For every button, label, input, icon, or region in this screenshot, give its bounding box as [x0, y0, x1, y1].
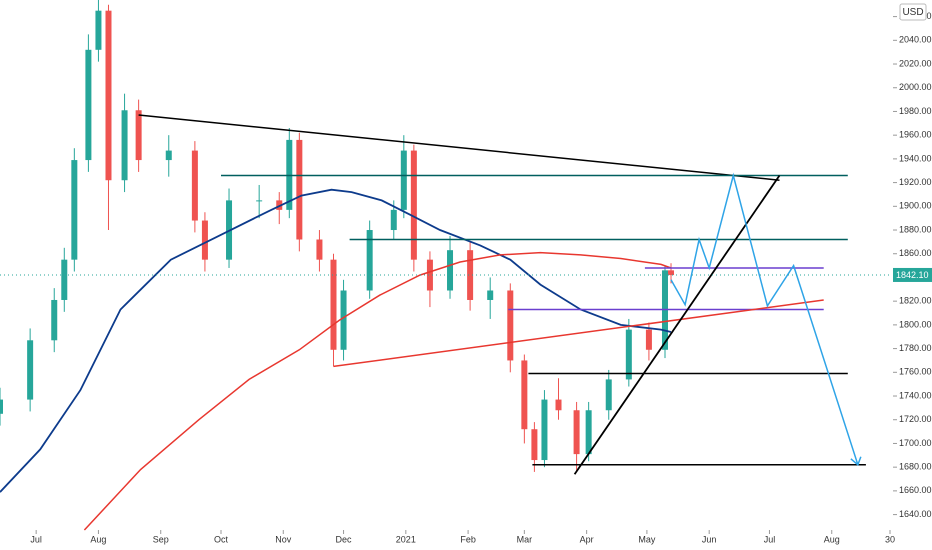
candle-body	[105, 10, 112, 181]
x-tick-label: Aug	[90, 534, 106, 544]
x-tick-label: Feb	[460, 534, 476, 544]
y-tick-label: 1720.00	[899, 414, 932, 424]
x-tick-label: 2021	[396, 534, 416, 544]
candle-body	[507, 290, 514, 361]
last-price-tag	[893, 267, 932, 282]
candle-body	[27, 340, 34, 400]
candle-body	[605, 379, 612, 411]
y-tick-label: 1660.00	[899, 485, 932, 495]
candle-body	[61, 259, 68, 300]
candle-body	[625, 329, 632, 380]
x-tick-label: Apr	[580, 534, 594, 544]
y-tick-label: 1960.00	[899, 130, 932, 140]
line-drawing	[670, 172, 859, 466]
candle-body	[390, 209, 397, 231]
y-tick-label: 2020.00	[899, 58, 932, 68]
line-drawing	[573, 174, 781, 475]
candle-body	[191, 150, 198, 221]
line-drawing	[0, 188, 672, 493]
candle-body	[296, 139, 303, 240]
line-drawing	[138, 114, 780, 181]
y-tick-label: 1780.00	[899, 343, 932, 353]
y-tick-label: 1860.00	[899, 248, 932, 258]
candle-body	[95, 10, 102, 50]
y-tick-label: 1740.00	[899, 390, 932, 400]
x-tick-label: Dec	[336, 534, 353, 544]
candle-body	[316, 239, 323, 260]
currency-box	[899, 3, 927, 21]
candle-body	[426, 259, 433, 291]
x-tick-label: Nov	[275, 534, 292, 544]
line-drawing	[333, 299, 824, 368]
y-tick-label: 1900.00	[899, 201, 932, 211]
y-tick-label: 1980.00	[899, 106, 932, 116]
y-tick-label: 2000.00	[899, 82, 932, 92]
last-price-label: 1842.10	[896, 270, 929, 280]
x-tick-label: Oct	[214, 534, 229, 544]
candle-body	[366, 230, 373, 291]
candle-body	[135, 110, 142, 161]
candle-body	[85, 49, 92, 161]
y-tick-label: 1760.00	[899, 367, 932, 377]
x-tick-label: Aug	[824, 534, 840, 544]
candle-body	[256, 200, 263, 202]
y-tick-label: 1640.00	[899, 509, 932, 519]
candle-body	[71, 160, 78, 260]
y-tick-label: 1920.00	[899, 177, 932, 187]
candle-body	[121, 110, 128, 181]
x-tick-label: Jul	[30, 534, 42, 544]
x-tick-label: Jul	[764, 534, 776, 544]
candle-body	[541, 399, 548, 461]
candle-body	[400, 150, 407, 210]
candle-body	[447, 250, 454, 291]
y-tick-label: 1800.00	[899, 319, 932, 329]
candle-body	[0, 399, 3, 414]
x-tick-label: 30	[885, 534, 895, 544]
y-tick-label: 1680.00	[899, 462, 932, 472]
candle-body	[521, 360, 528, 430]
candle-body	[51, 299, 58, 341]
y-tick-label: 1700.00	[899, 438, 932, 448]
y-tick-label: 1820.00	[899, 296, 932, 306]
candle-body	[555, 399, 562, 411]
candle-body	[487, 290, 494, 300]
candle-body	[585, 410, 592, 455]
candle-body	[165, 150, 172, 161]
candle-body	[467, 250, 474, 300]
candle-body	[645, 329, 652, 350]
x-tick-label: Mar	[517, 534, 533, 544]
x-tick-label: May	[638, 534, 656, 544]
x-tick-label: Sep	[153, 534, 169, 544]
candle-body	[340, 290, 347, 350]
candle-body	[668, 270, 675, 276]
line-drawing	[83, 251, 672, 531]
y-tick-label: 2040.00	[899, 35, 932, 45]
candle-body	[410, 150, 417, 260]
candle-body	[330, 259, 337, 350]
candle-body	[573, 410, 580, 455]
y-tick-label: 1880.00	[899, 224, 932, 234]
x-tick-label: Jun	[702, 534, 717, 544]
candle-body	[531, 429, 538, 461]
y-tick-label: 1940.00	[899, 153, 932, 163]
currency-label: USD	[902, 7, 923, 18]
candle-body	[201, 220, 208, 260]
arrow-head	[850, 456, 862, 467]
